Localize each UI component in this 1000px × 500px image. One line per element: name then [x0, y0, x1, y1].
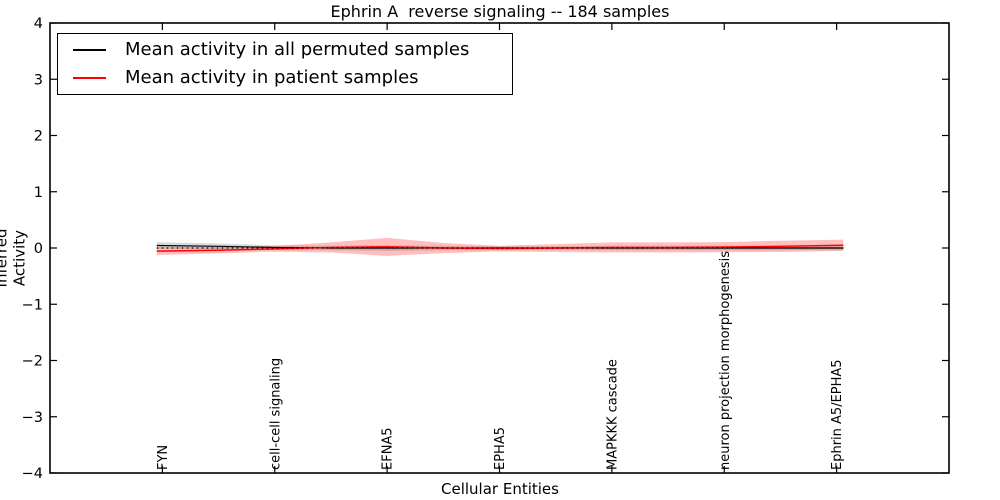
chart-title: Ephrin A reverse signaling -- 184 sample…: [330, 2, 670, 21]
y-tick-label: −2: [22, 354, 43, 370]
x-tick-label: MAPKKK cascade: [605, 359, 620, 470]
x-axis-label: Cellular Entities: [441, 480, 559, 498]
x-tick-label: neuron projection morphogenesis: [718, 251, 733, 470]
legend: Mean activity in all permuted samples Me…: [57, 33, 513, 95]
legend-line-permuted-swatch: [73, 49, 106, 51]
legend-entry-permuted: Mean activity in all permuted samples: [73, 36, 512, 64]
x-tick-label: FYN: [156, 445, 171, 470]
patient_mean-band: [156, 237, 844, 256]
y-tick-label: 3: [34, 72, 43, 88]
x-tick-label: EFNA5: [381, 427, 396, 470]
legend-entry-patient: Mean activity in patient samples: [73, 64, 512, 92]
y-tick-label: 4: [34, 16, 43, 32]
legend-line-patient-swatch: [73, 77, 106, 79]
legend-label-permuted: Mean activity in all permuted samples: [125, 39, 470, 60]
legend-label-patient: Mean activity in patient samples: [125, 67, 419, 88]
patient_mean-line: [156, 244, 844, 252]
y-tick-label: −3: [22, 410, 43, 426]
x-tick-label: EPHA5: [493, 427, 508, 470]
y-tick-label: 2: [34, 129, 43, 145]
x-tick-label: Ephrin A5/EPHA5: [830, 359, 845, 470]
y-tick-label: −1: [22, 297, 43, 313]
y-tick-label: −4: [22, 466, 43, 482]
y-tick-label: 1: [34, 185, 43, 201]
y-tick-label: 0: [34, 241, 43, 257]
x-tick-label: cell-cell signaling: [268, 358, 283, 470]
permuted_mean-band: [156, 242, 844, 251]
